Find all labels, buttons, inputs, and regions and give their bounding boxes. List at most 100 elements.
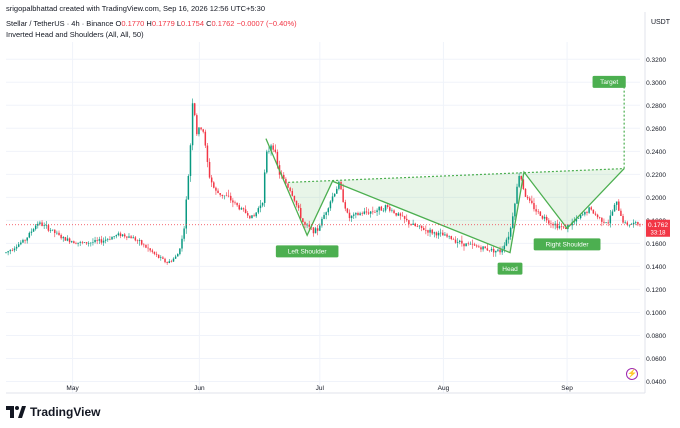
candle-body [145, 245, 147, 248]
candle-body [545, 216, 548, 221]
neckline [288, 167, 625, 183]
candle-body [437, 232, 440, 236]
candle-body [138, 240, 141, 242]
symbol-name[interactable]: Stellar / TetherUS · 4h · Binance [6, 19, 114, 28]
candle-body [412, 223, 414, 225]
candle-body [395, 213, 397, 216]
candle-body [164, 258, 166, 263]
candle-body [157, 254, 160, 258]
candle-body [579, 214, 582, 219]
candle-body [558, 226, 561, 229]
candle-body [77, 242, 79, 244]
candle-body [272, 145, 274, 150]
candle-body [461, 240, 463, 244]
candle-body [223, 195, 226, 197]
candle-body [111, 237, 113, 240]
candle-body [185, 199, 187, 229]
candle-body [295, 200, 298, 206]
candle-body [452, 239, 455, 240]
candle-body [276, 151, 279, 166]
candle-body [225, 195, 228, 197]
candle-body [478, 246, 480, 248]
candle-body [548, 220, 550, 224]
candle-body [39, 222, 41, 224]
candle-body [189, 145, 192, 176]
candle-body [147, 247, 149, 249]
candle-body [331, 196, 334, 202]
candle-body [488, 250, 491, 251]
candle-body [325, 212, 327, 215]
candle-body [107, 238, 109, 240]
candle-body [316, 228, 319, 231]
candle-body [213, 182, 215, 188]
candle-body [64, 237, 67, 241]
candle-body [459, 240, 461, 242]
candle-body [401, 215, 404, 217]
candle-body [73, 241, 75, 244]
pattern-lines [265, 86, 625, 254]
candle-body [244, 209, 247, 214]
candle-body [17, 244, 20, 247]
candle-body [66, 238, 69, 241]
pattern-line [265, 138, 625, 254]
candle-body [240, 208, 243, 210]
candle-body [467, 243, 469, 245]
candle-body [183, 228, 185, 239]
candle-body [206, 145, 209, 162]
candle-body [565, 227, 567, 230]
candle-body [588, 207, 590, 213]
candle-body [291, 190, 294, 196]
candle-body [586, 211, 588, 213]
x-tick-label: Sep [561, 385, 573, 392]
candle-body [263, 172, 266, 203]
candle-body [414, 223, 416, 227]
candle-body [162, 257, 164, 259]
x-tick-label: Jun [194, 385, 205, 392]
candle-body [234, 202, 236, 204]
candle-body [219, 193, 221, 195]
candle-body [7, 251, 9, 253]
candle-body [340, 181, 342, 190]
target-label: Target [600, 79, 618, 86]
candle-body [495, 250, 497, 253]
candle-body [541, 215, 544, 219]
candle-body [136, 240, 139, 242]
candle-body [160, 257, 162, 259]
candle-body [598, 217, 601, 218]
candle-body [389, 207, 391, 211]
price-tag-box [646, 219, 670, 237]
candle-body [60, 235, 62, 239]
candle-body [266, 151, 268, 173]
candle-body [575, 218, 578, 222]
candle-body [374, 211, 376, 213]
candle-body [45, 225, 48, 226]
x-axis: May Jun Jul Aug Sep [66, 385, 573, 392]
y-tick-label: 0.2200 [646, 172, 666, 179]
candle-body [202, 129, 204, 132]
candle-body [369, 211, 372, 214]
indicator-line[interactable]: Inverted Head and Shoulders (All, All, 5… [6, 30, 144, 39]
candle-body [556, 223, 559, 229]
candle-body [618, 201, 620, 211]
candle-body [427, 230, 429, 233]
candle-body [70, 241, 73, 243]
alert-icon[interactable]: ⚡ [626, 368, 638, 380]
candle-body [270, 145, 272, 151]
candle-body [620, 210, 622, 216]
candle-body [37, 223, 39, 226]
candle-body [516, 186, 518, 204]
x-tick-label: May [66, 385, 79, 392]
candle-body [336, 188, 338, 194]
candle-body [635, 222, 637, 223]
candle-body [408, 220, 410, 225]
candle-body [170, 261, 173, 262]
pattern-labels: Left Shoulder Head Right Shoulder Target [275, 75, 626, 275]
candle-body [102, 240, 105, 243]
candle-body [632, 222, 635, 225]
candle-body [450, 236, 453, 240]
candle-body [11, 250, 14, 251]
candle-body [484, 246, 486, 249]
candle-body [5, 252, 7, 253]
